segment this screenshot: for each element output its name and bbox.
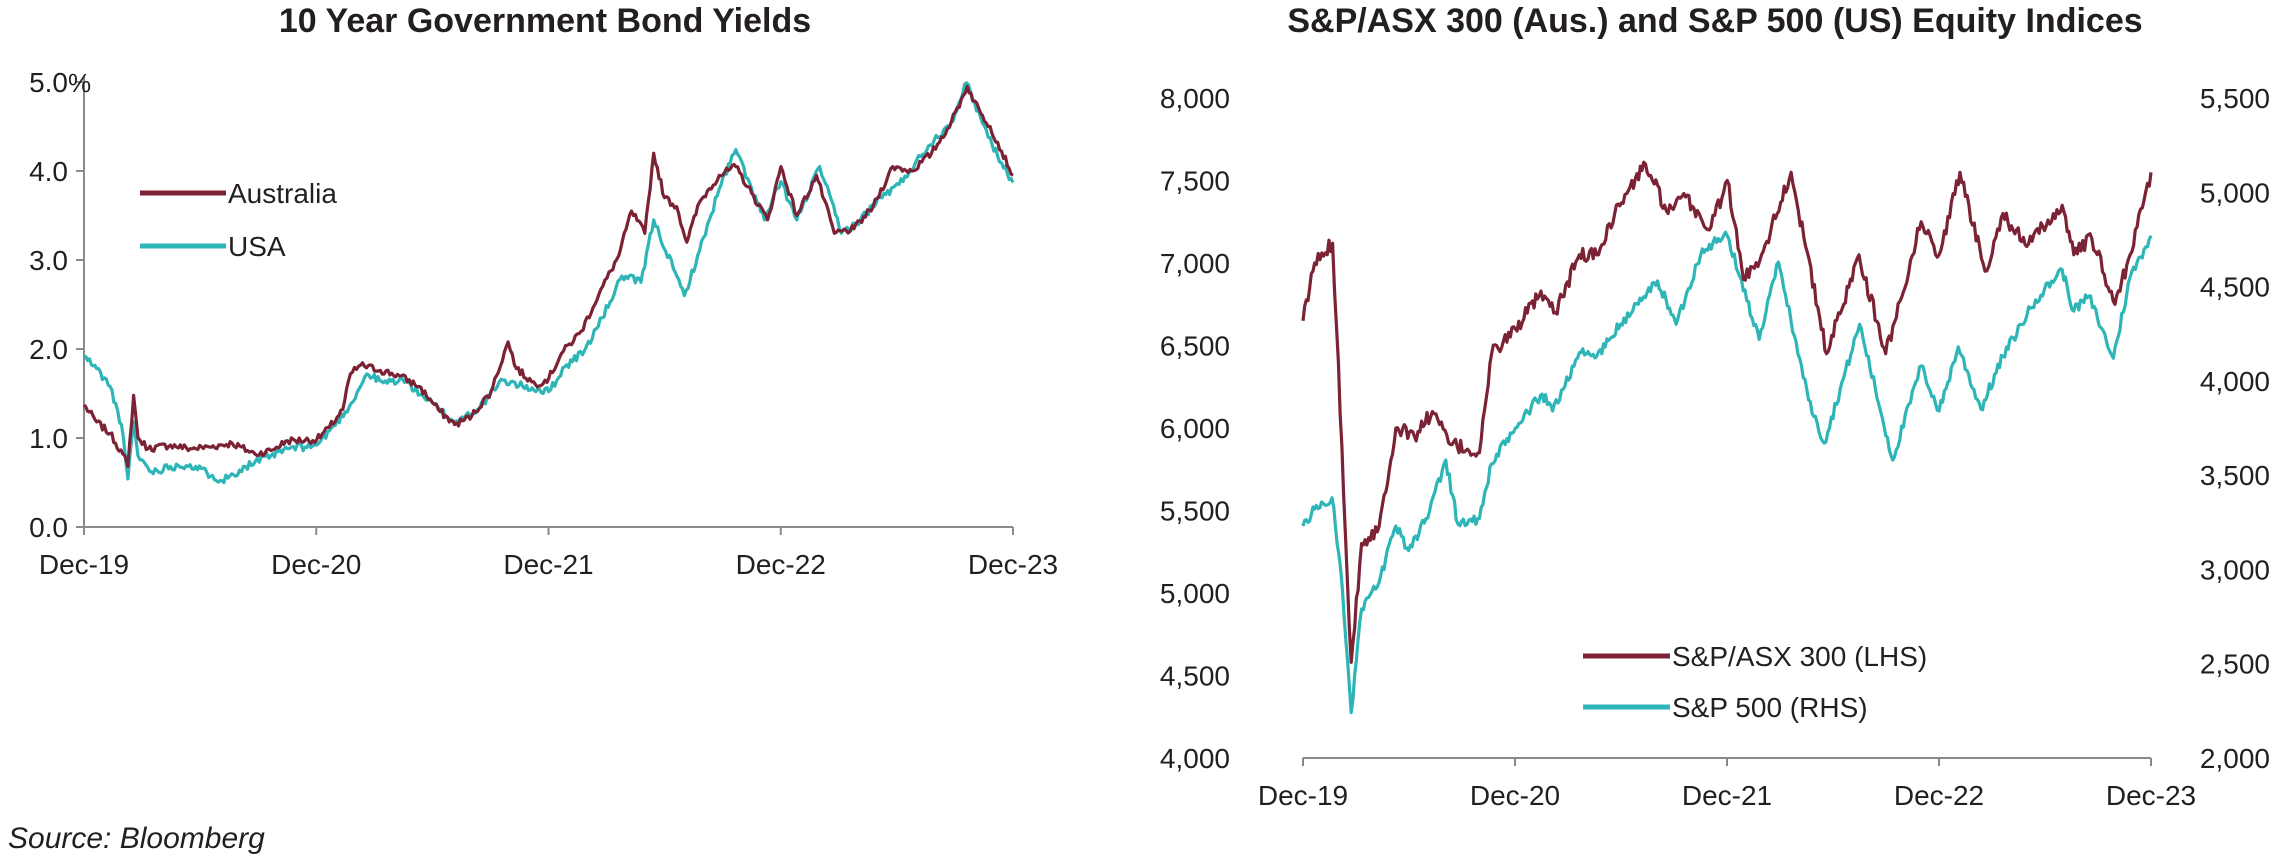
legend-label: S&P 500 (RHS) (1672, 692, 1868, 723)
y-right-tick-label: 4,000 (2200, 366, 2270, 397)
y-left-tick-label: 7,000 (1160, 248, 1230, 279)
x-tick-label: Dec-23 (2106, 780, 2196, 811)
legend-label: USA (228, 231, 286, 262)
source-note: Source: Bloomberg (8, 822, 265, 855)
y-tick-label: 1.0 (29, 423, 68, 454)
y-left-tick-label: 6,000 (1160, 413, 1230, 444)
x-tick-label: Dec-19 (39, 549, 129, 580)
legend-label: Australia (228, 178, 337, 209)
series-line-usa (83, 81, 1015, 485)
y-right-tick-label: 5,000 (2200, 177, 2270, 208)
x-tick-label: Dec-21 (1682, 780, 1772, 811)
y-right-tick-label: 2,000 (2200, 743, 2270, 774)
y-left-tick-label: 7,500 (1160, 166, 1230, 197)
y-tick-label: 3.0 (29, 245, 68, 276)
y-right-tick-label: 2,500 (2200, 649, 2270, 680)
y-left-tick-label: 5,000 (1160, 578, 1230, 609)
equities-axes: 4,000 4,500 5,000 5,500 6,000 6,500 7,000 7,500… (1160, 83, 2270, 811)
yields-legend: Australia USA (140, 178, 337, 262)
x-tick-label: Dec-21 (503, 549, 593, 580)
legend-label: S&P/ASX 300 (LHS) (1672, 641, 1927, 672)
x-tick-label: Dec-19 (1258, 780, 1348, 811)
chart-title-yields: 10 Year Government Bond Yields (278, 2, 812, 40)
y-right-tick-label: 3,500 (2200, 460, 2270, 491)
x-tick-label: Dec-23 (968, 549, 1058, 580)
y-left-tick-label: 6,500 (1160, 331, 1230, 362)
y-tick-label: 0.0 (29, 512, 68, 543)
y-right-tick-label: 3,000 (2200, 554, 2270, 585)
series-line-s-p-asx-300-lhs- (1301, 160, 2153, 664)
y-tick-label: 2.0 (29, 334, 68, 365)
series-line-australia (82, 84, 1014, 469)
yields-axes: 0.0 1.0 2.0 3.0 4.0 5.0 % Dec-19 Dec-20 Dec-21 Dec… (29, 67, 1058, 580)
equities-plot-area (1301, 160, 2153, 715)
y-left-tick-label: 5,500 (1160, 496, 1230, 527)
y-tick-label: 5.0 (29, 67, 68, 98)
y-right-tick-label: 5,500 (2200, 83, 2270, 114)
x-tick-label: Dec-22 (1894, 780, 1984, 811)
y-left-tick-label: 8,000 (1160, 83, 1230, 114)
equities-legend: S&P/ASX 300 (LHS) S&P 500 (RHS) (1583, 641, 1927, 723)
x-tick-label: Dec-20 (1470, 780, 1560, 811)
series-line-s-p-500-rhs- (1301, 230, 2153, 715)
yields-plot-area (82, 81, 1015, 485)
y-right-tick-label: 4,500 (2200, 272, 2270, 303)
x-tick-label: Dec-20 (271, 549, 361, 580)
y-left-tick-label: 4,000 (1160, 743, 1230, 774)
y-unit-label: % (68, 68, 91, 98)
y-left-tick-label: 4,500 (1160, 661, 1230, 692)
x-tick-label: Dec-22 (736, 549, 826, 580)
y-tick-label: 4.0 (29, 156, 68, 187)
chart-title-equities: S&P/ASX 300 (Aus.) and S&P 500 (US) Equi… (1287, 2, 2143, 40)
